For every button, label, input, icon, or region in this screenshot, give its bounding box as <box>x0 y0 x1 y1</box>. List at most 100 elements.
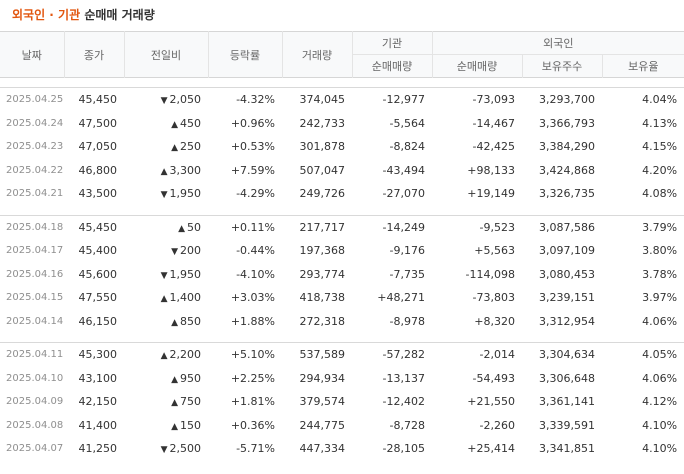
cell-foreign-net: -2,260 <box>479 418 515 432</box>
caret-up-icon: ▲ <box>171 119 178 130</box>
cell-foreign-ratio: 4.08% <box>642 187 678 201</box>
cell-foreign-hold: 3,304,634 <box>539 348 595 362</box>
cell-change: ▼ 2,050 <box>124 88 208 112</box>
cell-date: 2025.04.07 <box>6 443 64 455</box>
cell-foreign-ratio: 4.15% <box>642 140 678 154</box>
cell-inst-net: -43,494 <box>382 163 425 177</box>
cell-inst-net: -8,728 <box>389 418 425 432</box>
cell-volume: 293,774 <box>299 267 346 281</box>
cell-close: 47,500 <box>78 116 118 130</box>
table-row: 2025.04.18 45,450 ▲ 50 +0.11% 217,717 -14,249 -… <box>0 215 684 239</box>
table-row: 2025.04.10 43,100 ▲ 950 +2.25% 294,934 -13,137… <box>0 367 684 391</box>
cell-rate: +0.36% <box>230 418 275 432</box>
cell-rate: +0.11% <box>230 220 275 234</box>
cell-change: ▲ 850 <box>124 310 208 334</box>
cell-foreign-ratio: 4.04% <box>642 93 678 107</box>
cell-volume: 217,717 <box>299 220 346 234</box>
cell-inst-net: -13,137 <box>382 371 425 385</box>
cell-inst-net: -27,070 <box>382 187 425 201</box>
cell-date: 2025.04.17 <box>6 245 64 257</box>
table-row: 2025.04.14 46,150 ▲ 850 +1.88% 272,318 -8,978 +… <box>0 310 684 334</box>
column-header-foreign-net: 순매매량 <box>431 54 522 78</box>
cell-volume: 242,733 <box>299 116 346 130</box>
table-row: 2025.04.25 45,450 ▼ 2,050 -4.32% 374,045 -12,9… <box>0 88 684 112</box>
change-value: 950 <box>180 371 201 385</box>
cell-foreign-ratio: 4.13% <box>642 116 678 130</box>
cell-foreign-net: +21,550 <box>467 395 515 409</box>
cell-foreign-ratio: 4.10% <box>642 418 678 432</box>
caret-down-icon: ▼ <box>160 96 168 107</box>
column-header-rate: 등락률 <box>207 31 282 78</box>
cell-foreign-hold: 3,424,868 <box>539 163 595 177</box>
cell-volume: 447,334 <box>299 442 346 456</box>
caret-up-icon: ▲ <box>171 398 178 409</box>
cell-close: 43,100 <box>78 371 118 385</box>
cell-foreign-net: -114,098 <box>465 267 515 281</box>
cell-inst-net: -28,105 <box>382 442 425 456</box>
change-value: 2,050 <box>169 93 202 107</box>
cell-foreign-hold: 3,366,793 <box>539 116 595 130</box>
cell-foreign-hold: 3,339,591 <box>539 418 595 432</box>
cell-foreign-net: +98,133 <box>467 163 515 177</box>
cell-date: 2025.04.16 <box>6 268 64 280</box>
cell-date: 2025.04.22 <box>6 164 64 176</box>
table-header: 날짜 종가 전일비 등락률 거래량 기관 외국인 순매매량 순매매량 보유주수 … <box>0 31 684 78</box>
cell-rate: +1.88% <box>230 314 275 328</box>
section-title-rest: 순매매 거래량 <box>84 8 155 22</box>
cell-foreign-hold: 3,341,851 <box>539 442 595 456</box>
table-body: 2025.04.25 45,450 ▼ 2,050 -4.32% 374,045 -12,9… <box>0 77 684 461</box>
cell-inst-net: -12,402 <box>382 395 425 409</box>
cell-foreign-ratio: 4.06% <box>642 371 678 385</box>
cell-close: 46,800 <box>78 163 118 177</box>
column-group-institution: 기관 <box>351 31 432 55</box>
cell-date: 2025.04.15 <box>6 292 64 304</box>
cell-date: 2025.04.08 <box>6 419 64 431</box>
cell-date: 2025.04.11 <box>6 349 64 361</box>
cell-foreign-net: +25,414 <box>467 442 515 456</box>
cell-volume: 418,738 <box>299 291 346 305</box>
cell-change: ▼ 1,950 <box>124 182 208 206</box>
cell-foreign-hold: 3,361,141 <box>539 395 595 409</box>
cell-rate: +2.25% <box>230 371 275 385</box>
caret-up-icon: ▲ <box>178 223 185 234</box>
table-row: 2025.04.11 45,300 ▲ 2,200 +5.10% 537,589 -57,2… <box>0 343 684 367</box>
cell-close: 46,150 <box>78 314 118 328</box>
cell-close: 45,450 <box>78 220 118 234</box>
cell-foreign-ratio: 4.06% <box>642 314 678 328</box>
cell-foreign-hold: 3,097,109 <box>539 244 595 258</box>
cell-close: 41,400 <box>78 418 118 432</box>
cell-rate: +7.59% <box>230 163 275 177</box>
cell-foreign-net: -73,093 <box>472 93 515 107</box>
caret-up-icon: ▲ <box>171 374 178 385</box>
cell-inst-net: -8,978 <box>389 314 425 328</box>
cell-change: ▲ 2,200 <box>124 343 208 367</box>
column-header-foreign-ratio: 보유율 <box>601 54 684 78</box>
cell-foreign-ratio: 3.78% <box>642 267 678 281</box>
cell-change: ▼ 2,500 <box>124 437 208 461</box>
cell-foreign-hold: 3,080,453 <box>539 267 595 281</box>
cell-close: 45,600 <box>78 267 118 281</box>
caret-up-icon: ▲ <box>160 294 168 305</box>
cell-volume: 507,047 <box>299 163 346 177</box>
cell-foreign-net: -54,493 <box>472 371 515 385</box>
table-row: 2025.04.17 45,400 ▼ 200 -0.44% 197,368 -9,176 +… <box>0 239 684 263</box>
cell-volume: 537,589 <box>299 348 346 362</box>
cell-change: ▼ 1,950 <box>124 263 208 287</box>
cell-date: 2025.04.21 <box>6 188 64 200</box>
cell-volume: 244,775 <box>299 418 346 432</box>
cell-foreign-ratio: 3.97% <box>642 291 678 305</box>
change-value: 3,300 <box>169 163 202 177</box>
cell-foreign-net: +8,320 <box>474 314 515 328</box>
change-value: 1,950 <box>169 187 202 201</box>
caret-down-icon: ▼ <box>160 445 168 456</box>
cell-close: 45,400 <box>78 244 118 258</box>
cell-rate: +3.03% <box>230 291 275 305</box>
cell-foreign-net: +5,563 <box>474 244 515 258</box>
cell-foreign-net: +19,149 <box>467 187 515 201</box>
cell-change: ▲ 250 <box>124 135 208 159</box>
cell-volume: 379,574 <box>299 395 346 409</box>
cell-change: ▲ 1,400 <box>124 286 208 310</box>
cell-change: ▲ 950 <box>124 367 208 391</box>
cell-date: 2025.04.18 <box>6 221 64 233</box>
cell-date: 2025.04.14 <box>6 315 64 327</box>
